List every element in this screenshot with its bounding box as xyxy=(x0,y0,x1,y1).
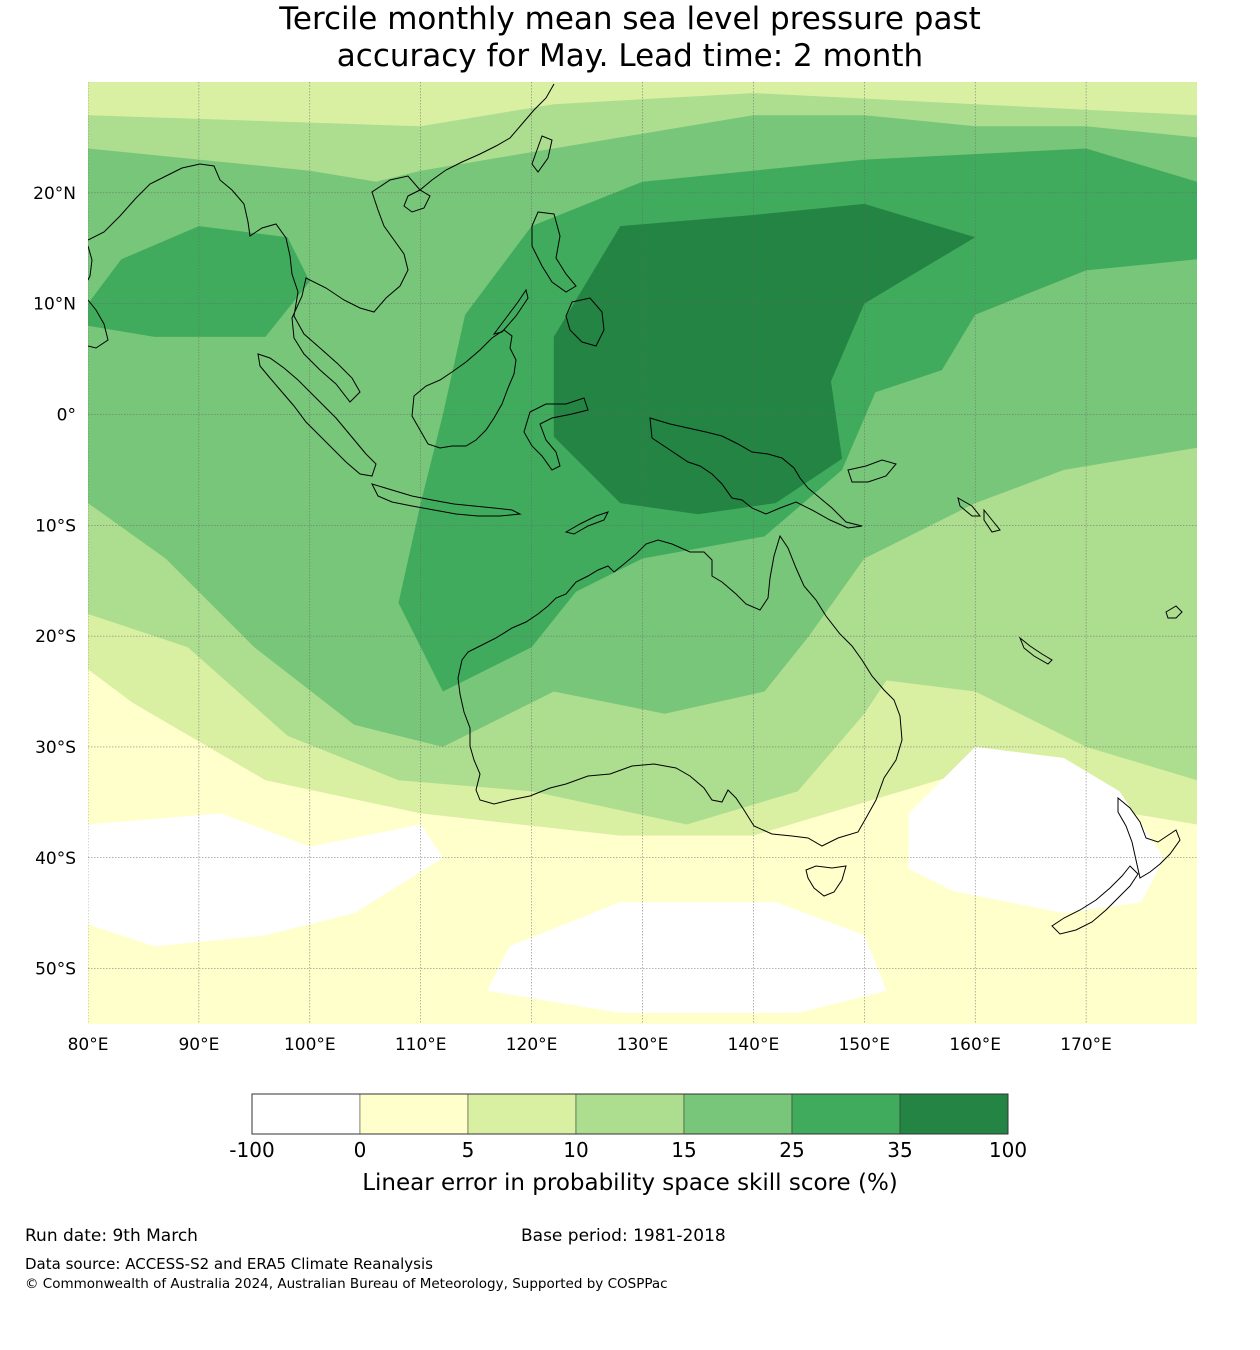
coastline-sulawesi xyxy=(523,397,589,471)
colorbar-tick-label: 35 xyxy=(887,1138,912,1162)
longitude-label: 130°E xyxy=(617,1035,669,1055)
run-date: Run date: 9th March xyxy=(25,1226,198,1246)
longitude-label: 80°E xyxy=(68,1035,109,1055)
colorbar-swatch xyxy=(899,1093,1009,1135)
coastline-new-caledonia xyxy=(1018,636,1053,665)
coastline-india-east xyxy=(88,299,109,349)
coastline-solomons xyxy=(957,496,1001,533)
colorbar-tick-label: 10 xyxy=(563,1138,588,1162)
longitude-label: 170°E xyxy=(1060,1035,1112,1055)
coastline-taiwan xyxy=(531,135,553,173)
colorbar-swatches xyxy=(251,1093,1009,1135)
map-title-line-2: accuracy for May. Lead time: 2 month xyxy=(336,38,924,74)
colorbar-swatch xyxy=(359,1093,469,1135)
coastlines xyxy=(88,83,1183,935)
coastline-palawan xyxy=(492,288,529,335)
map-title-line-1: Tercile monthly mean sea level pressure … xyxy=(279,1,981,37)
data-source: Data source: ACCESS-S2 and ERA5 Climate … xyxy=(25,1255,433,1273)
colorbar-tick-label: 25 xyxy=(779,1138,804,1162)
negative-region-south-tasman-sea xyxy=(908,746,1164,914)
coastline-sumatra xyxy=(257,353,377,477)
base-period: Base period: 1981-2018 xyxy=(521,1226,726,1246)
colorbar-swatch xyxy=(251,1093,361,1135)
longitude-label: 120°E xyxy=(506,1035,558,1055)
latitude-label: 10°S xyxy=(35,516,76,536)
negative-region-southern-ocean-central xyxy=(487,902,887,1013)
colorbar-swatch xyxy=(683,1093,793,1135)
negative-skill-fields xyxy=(88,746,1164,1013)
coastline-new-britain xyxy=(847,459,897,483)
coastline-fiji xyxy=(1165,605,1183,619)
coastline-tasmania xyxy=(805,865,847,897)
colorbar-tick-label: -100 xyxy=(229,1138,274,1162)
colorbar-tick-label: 0 xyxy=(354,1138,367,1162)
colorbar-tick-labels: -100 0 5 10 15 25 35 100 xyxy=(229,1138,1027,1162)
coastline-luzon xyxy=(531,211,577,293)
coastline-java xyxy=(371,483,522,517)
coastline-asia xyxy=(88,83,555,403)
skill-region-tropical-west-pacific-core xyxy=(553,203,976,515)
coastline-timor xyxy=(564,511,609,535)
longitude-label: 160°E xyxy=(949,1035,1001,1055)
longitude-label: 110°E xyxy=(395,1035,447,1055)
colorbar-swatch xyxy=(791,1093,901,1135)
latitude-label: 0° xyxy=(57,405,76,425)
colorbar-swatch xyxy=(467,1093,577,1135)
graticule xyxy=(88,82,1197,1024)
longitude-label: 140°E xyxy=(728,1035,780,1055)
latitude-label: 50°S xyxy=(35,960,76,980)
longitude-label: 150°E xyxy=(838,1035,890,1055)
coastline-new-guinea xyxy=(649,417,863,529)
skill-score-map: 80°E 90°E 100°E 110°E 120°E 130°E 140°E 150°E 16… xyxy=(33,82,1197,1055)
copyright-notice: © Commonwealth of Australia 2024, Austra… xyxy=(25,1276,668,1292)
coastline-hainan xyxy=(403,189,431,213)
longitude-labels: 80°E 90°E 100°E 110°E 120°E 130°E 140°E 150°E 16… xyxy=(68,1035,1112,1055)
coastline-australia xyxy=(457,534,903,847)
latitude-label: 30°S xyxy=(35,738,76,758)
negative-region-southern-indian-ocean-west xyxy=(88,813,443,947)
colorbar-tick-label: 5 xyxy=(462,1138,475,1162)
colorbar-outline xyxy=(251,1093,1009,1135)
colorbar-label: Linear error in probability space skill … xyxy=(362,1170,898,1196)
longitude-label: 100°E xyxy=(284,1035,336,1055)
latitude-labels: 20°N 10°N 0° 10°S 20°S 30°S 40°S 50°S xyxy=(33,184,76,980)
skill-score-fields xyxy=(88,82,1197,836)
coastline-nz-north xyxy=(1117,796,1181,879)
colorbar-tick-label: 100 xyxy=(989,1138,1027,1162)
colorbar-swatch xyxy=(575,1093,685,1135)
coastline-nz-south xyxy=(1051,865,1139,935)
latitude-label: 10°N xyxy=(33,295,76,315)
coastline-mindanao xyxy=(565,297,605,347)
colorbar-tick-label: 15 xyxy=(671,1138,696,1162)
latitude-label: 20°N xyxy=(33,184,76,204)
coastline-borneo xyxy=(411,329,517,449)
coastline-sri-lanka xyxy=(88,245,93,281)
latitude-label: 40°S xyxy=(35,849,76,869)
longitude-label: 90°E xyxy=(178,1035,219,1055)
latitude-label: 20°S xyxy=(35,627,76,647)
